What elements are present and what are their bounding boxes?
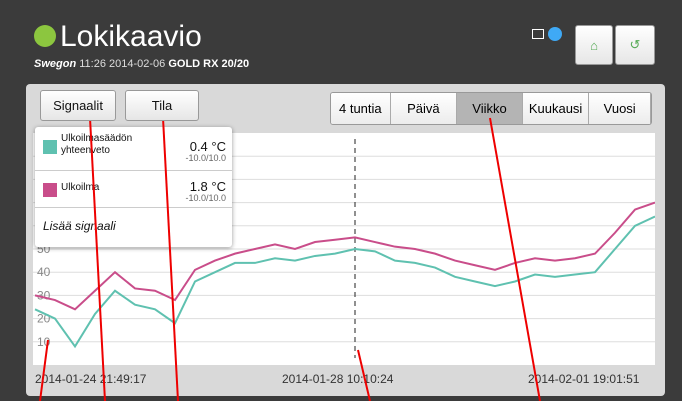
signal-name: Ulkoilma [61, 182, 100, 193]
time: 11:26 2014-02-06 [79, 58, 166, 70]
logo-icon [34, 25, 56, 47]
back-button[interactable]: ↺ [615, 25, 655, 65]
signal-value: 0.4 °C [189, 139, 226, 154]
signal-panel: Ulkoilmasäädön yhteenveto 0.4 °C -10.0/10.… [35, 127, 232, 247]
y-tick-label: 10 [37, 335, 51, 349]
status-icons [532, 27, 566, 41]
signal-swatch [43, 183, 57, 197]
range-tab[interactable]: Viikko [457, 93, 523, 124]
brand: Swegon [34, 58, 77, 70]
signal-range: -10.0/10.0 [185, 193, 226, 203]
range-tab[interactable]: Kuukausi [522, 93, 590, 124]
page-title: Lokikaavio [60, 20, 202, 53]
counter: 20/20 [221, 58, 250, 70]
range-tab[interactable]: Vuosi [589, 93, 651, 124]
add-signal[interactable]: Lisää signaali [43, 219, 116, 233]
status-line: Swegon 11:26 2014-02-06 GOLD RX 20/20 [34, 58, 249, 70]
y-tick-label: 40 [37, 265, 51, 279]
device: GOLD RX [168, 58, 219, 70]
tool-button[interactable]: Signaalit [40, 90, 116, 121]
signal-range: -10.0/10.0 [185, 153, 226, 163]
signal-row[interactable]: Ulkoilma 1.8 °C -10.0/10.0 [35, 170, 232, 208]
signal-name: Ulkoilmasäädön yhteenveto [61, 133, 133, 156]
series-line [34, 215, 655, 349]
home-button[interactable]: ⌂ [575, 25, 613, 65]
range-tab[interactable]: Päivä [390, 93, 458, 124]
x-label: 2014-02-01 19:01:51 [528, 372, 640, 386]
signal-swatch [43, 140, 57, 154]
tool-button[interactable]: Tila [125, 90, 199, 121]
signal-row[interactable]: Ulkoilmasäädön yhteenveto 0.4 °C -10.0/10.… [35, 127, 232, 171]
range-tabs: 4 tuntia Päivä Viikko Kuukausi Vuosi [330, 92, 652, 125]
series-line [34, 201, 655, 311]
range-tab[interactable]: 4 tuntia [331, 93, 391, 124]
x-label: 2014-01-28 10:10:24 [282, 372, 394, 386]
x-label: 2014-01-24 21:49:17 [35, 372, 147, 386]
signal-value: 1.8 °C [189, 179, 226, 194]
